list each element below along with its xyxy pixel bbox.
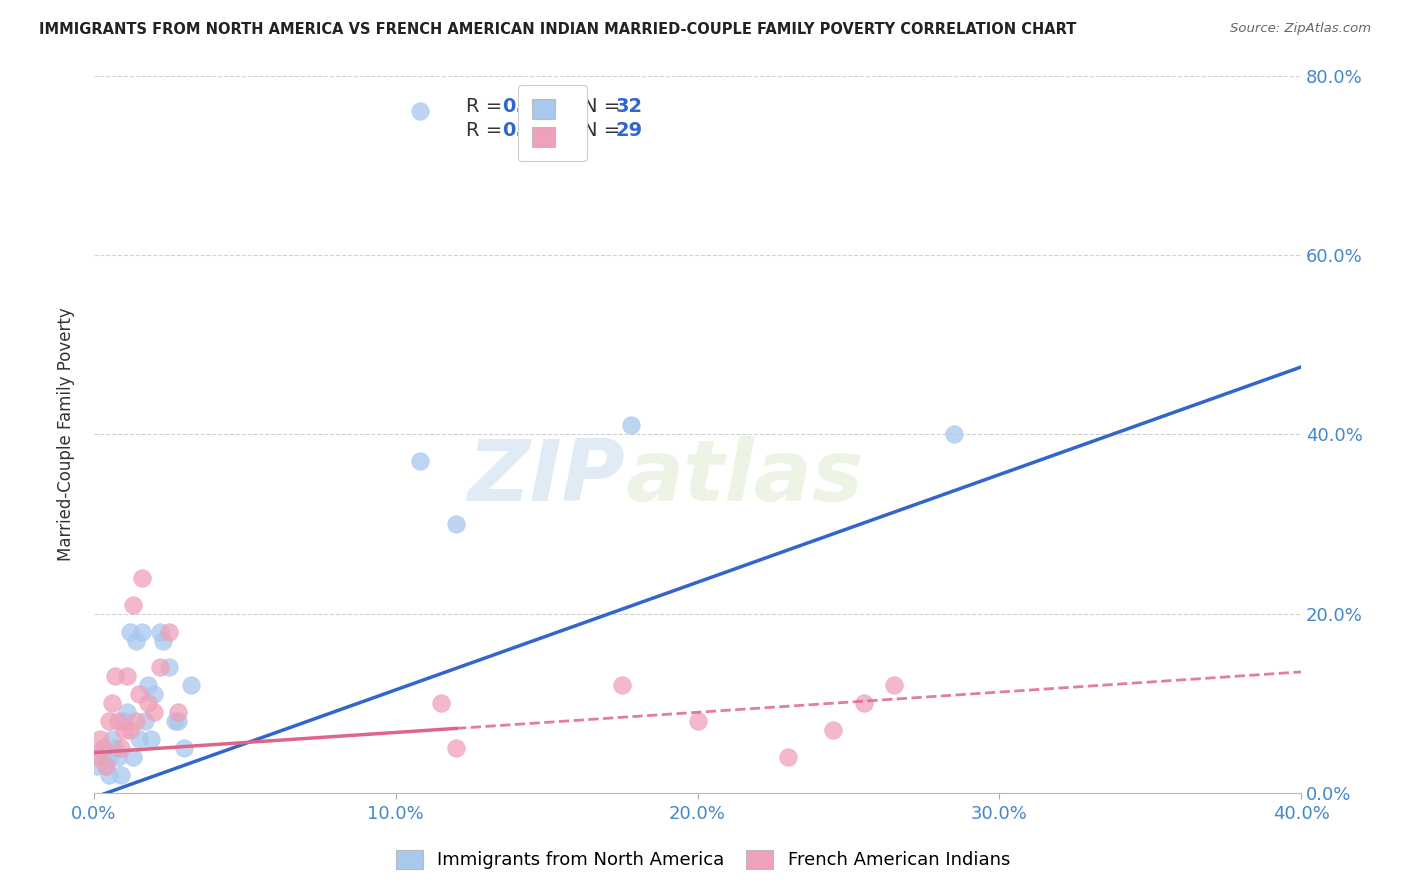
- Point: [167, 706, 190, 720]
- Point: [128, 687, 150, 701]
- Point: [101, 732, 124, 747]
- Point: [134, 714, 156, 729]
- Point: [107, 750, 129, 764]
- Point: [98, 714, 121, 729]
- Point: [86, 750, 108, 764]
- Point: [98, 750, 121, 764]
- Text: 0.110: 0.110: [502, 120, 564, 139]
- Text: atlas: atlas: [626, 436, 863, 519]
- Point: [110, 768, 132, 782]
- Point: [104, 669, 127, 683]
- Point: [444, 516, 467, 531]
- Text: 0.558: 0.558: [502, 97, 564, 116]
- Point: [430, 696, 453, 710]
- Point: [778, 750, 800, 764]
- Point: [610, 678, 633, 692]
- Point: [686, 714, 709, 729]
- Point: [128, 732, 150, 747]
- Text: N =: N =: [583, 120, 626, 139]
- Point: [91, 741, 114, 756]
- Point: [131, 571, 153, 585]
- Point: [143, 687, 166, 701]
- Point: [125, 714, 148, 729]
- Point: [444, 741, 467, 756]
- Point: [131, 624, 153, 639]
- Point: [409, 454, 432, 468]
- Point: [136, 678, 159, 692]
- Y-axis label: Married-Couple Family Poverty: Married-Couple Family Poverty: [58, 308, 75, 561]
- Point: [943, 427, 966, 442]
- Legend:  ,  : ,: [519, 86, 586, 161]
- Text: 29: 29: [616, 120, 643, 139]
- Point: [89, 732, 111, 747]
- Point: [120, 723, 142, 738]
- Point: [157, 624, 180, 639]
- Point: [104, 741, 127, 756]
- Point: [98, 768, 121, 782]
- Point: [86, 759, 108, 773]
- Text: R =: R =: [465, 120, 508, 139]
- Point: [94, 759, 117, 773]
- Point: [149, 624, 172, 639]
- Text: ZIP: ZIP: [467, 436, 626, 519]
- Point: [125, 633, 148, 648]
- Point: [157, 660, 180, 674]
- Legend: Immigrants from North America, French American Indians: Immigrants from North America, French Am…: [387, 841, 1019, 879]
- Point: [120, 624, 142, 639]
- Point: [167, 714, 190, 729]
- Point: [91, 741, 114, 756]
- Point: [141, 732, 163, 747]
- Text: N =: N =: [583, 97, 626, 116]
- Point: [107, 714, 129, 729]
- Point: [620, 418, 643, 433]
- Point: [149, 660, 172, 674]
- Point: [136, 696, 159, 710]
- Point: [115, 706, 138, 720]
- Point: [122, 598, 145, 612]
- Point: [112, 714, 135, 729]
- Text: IMMIGRANTS FROM NORTH AMERICA VS FRENCH AMERICAN INDIAN MARRIED-COUPLE FAMILY PO: IMMIGRANTS FROM NORTH AMERICA VS FRENCH …: [39, 22, 1077, 37]
- Point: [165, 714, 187, 729]
- Point: [89, 750, 111, 764]
- Point: [852, 696, 875, 710]
- Point: [823, 723, 845, 738]
- Point: [409, 104, 432, 119]
- Point: [112, 723, 135, 738]
- Point: [94, 759, 117, 773]
- Point: [122, 750, 145, 764]
- Point: [101, 696, 124, 710]
- Text: R =: R =: [465, 97, 508, 116]
- Point: [883, 678, 905, 692]
- Point: [152, 633, 174, 648]
- Point: [179, 678, 201, 692]
- Point: [110, 741, 132, 756]
- Point: [143, 706, 166, 720]
- Text: Source: ZipAtlas.com: Source: ZipAtlas.com: [1230, 22, 1371, 36]
- Point: [173, 741, 195, 756]
- Point: [115, 669, 138, 683]
- Text: 32: 32: [616, 97, 643, 116]
